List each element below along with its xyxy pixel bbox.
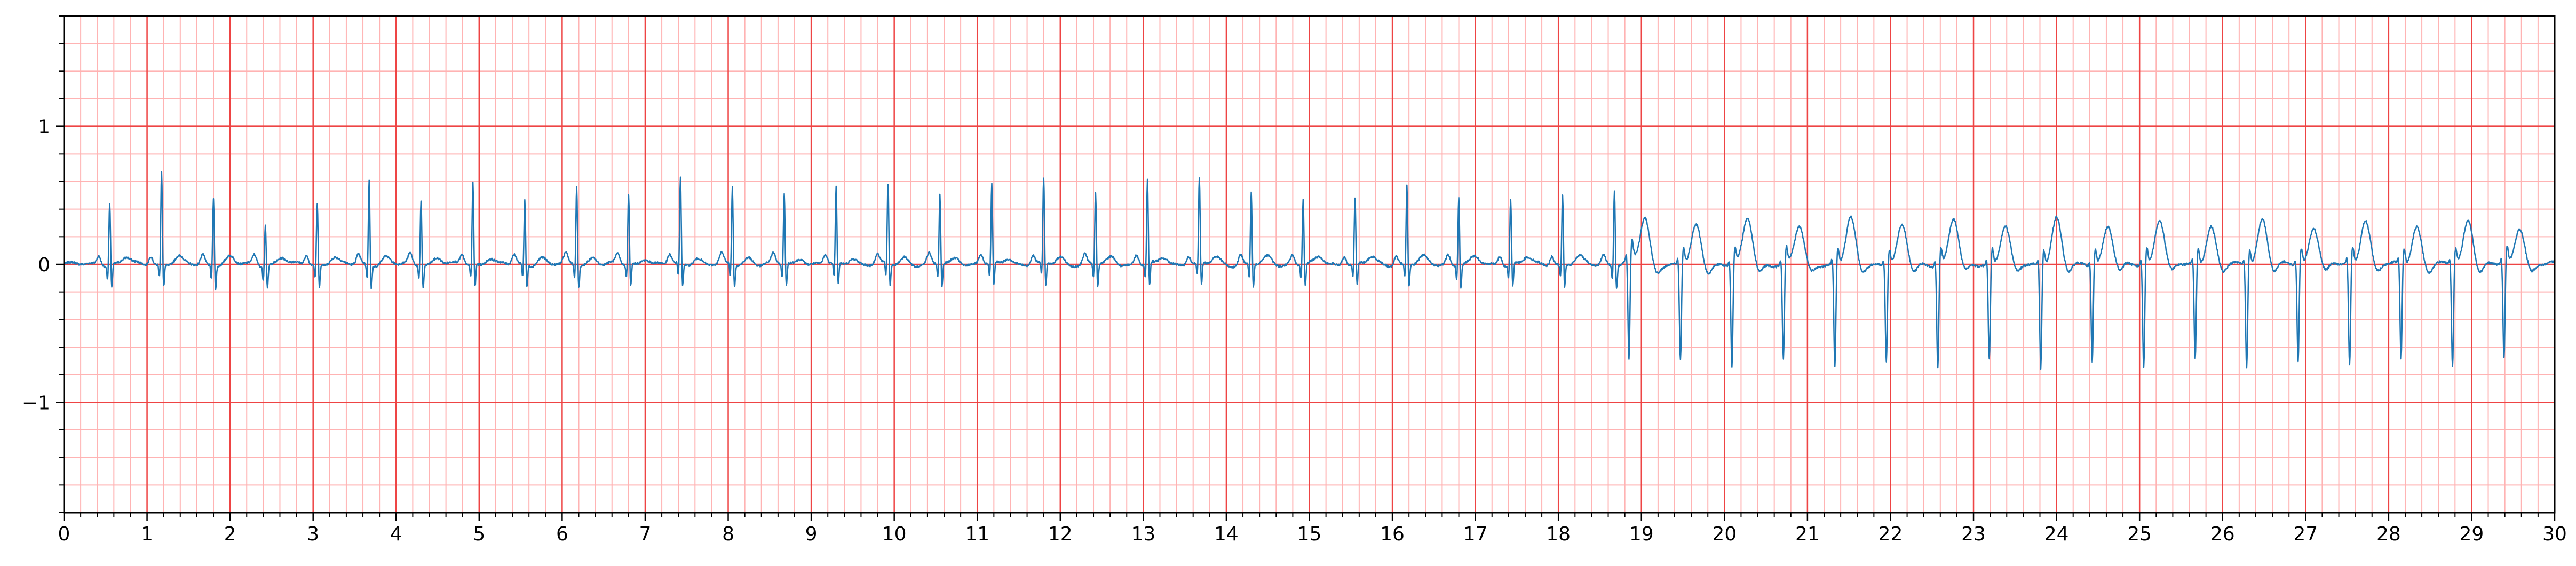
x-tick-label: 16 xyxy=(1380,523,1405,545)
x-tick-label: 6 xyxy=(556,523,568,545)
x-tick-label: 28 xyxy=(2376,523,2401,545)
y-axis: −1 0 1 xyxy=(22,15,64,513)
x-tick-label: 23 xyxy=(1961,523,1986,545)
x-tick-label: 22 xyxy=(1879,523,1903,545)
series-layer xyxy=(64,171,2555,370)
x-tick-label: 29 xyxy=(2460,523,2484,545)
x-tick-label: 7 xyxy=(639,523,652,545)
x-tick-label: 17 xyxy=(1463,523,1488,545)
x-tick-label: 3 xyxy=(307,523,319,545)
x-tick-label: 24 xyxy=(2044,523,2069,545)
y-tick-label: −1 xyxy=(22,392,50,414)
x-tick-label: 27 xyxy=(2293,523,2318,545)
ecg-series-line xyxy=(64,171,2555,370)
x-tick-label: 12 xyxy=(1048,523,1073,545)
x-tick-label: 26 xyxy=(2210,523,2235,545)
x-tick-label: 25 xyxy=(2127,523,2152,545)
x-tick-label: 10 xyxy=(882,523,907,545)
x-axis: 0 1 2 3 4 5 6 7 8 9 10 11 12 13 14 15 16 17 18 19 20 21 22 23 24… xyxy=(58,513,2567,545)
x-tick-label: 15 xyxy=(1297,523,1322,545)
x-tick-label: 5 xyxy=(473,523,485,545)
x-tick-label: 13 xyxy=(1131,523,1155,545)
x-tick-label: 2 xyxy=(224,523,236,545)
x-tick-label: 18 xyxy=(1546,523,1571,545)
x-tick-label: 8 xyxy=(722,523,734,545)
x-tick-label: 20 xyxy=(1712,523,1737,545)
y-tick-label: 1 xyxy=(38,116,50,138)
x-tick-label: 30 xyxy=(2542,523,2567,545)
x-tick-label: 1 xyxy=(141,523,153,545)
x-tick-label: 19 xyxy=(1629,523,1654,545)
x-tick-label: 4 xyxy=(390,523,402,545)
y-tick-label: 0 xyxy=(38,254,50,276)
x-tick-label: 0 xyxy=(58,523,70,545)
x-tick-label: 14 xyxy=(1214,523,1239,545)
x-tick-label: 9 xyxy=(805,523,818,545)
x-tick-label: 11 xyxy=(965,523,989,545)
x-tick-label: 21 xyxy=(1795,523,1820,545)
